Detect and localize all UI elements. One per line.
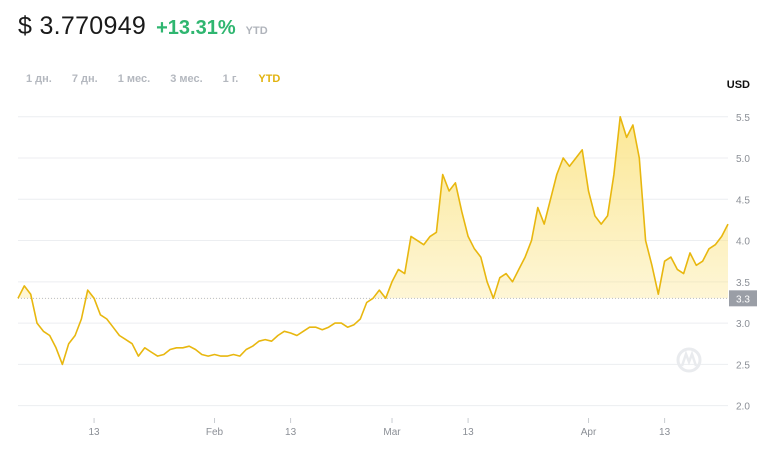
x-axis-ticks: 13 Feb 13 Mar 13 Apr 13: [89, 418, 671, 438]
price-change: +13.31%: [156, 17, 236, 39]
x-tick-label: Feb: [206, 427, 224, 438]
range-1y[interactable]: 1 г.: [222, 73, 239, 85]
price-header: $ 3.770949 +13.31% YTD: [18, 12, 268, 41]
range-1d[interactable]: 1 дн.: [26, 73, 52, 85]
y-tick-label: 5.0: [736, 154, 750, 165]
price-series-line: [17, 116, 729, 366]
y-tick-label: 2.0: [736, 402, 750, 413]
range-3m[interactable]: 3 мес.: [170, 73, 203, 85]
range-ytd[interactable]: YTD: [258, 73, 281, 85]
x-tick-label: 13: [463, 427, 475, 438]
x-tick-label: 13: [285, 427, 297, 438]
y-tick-label: 2.5: [736, 360, 750, 371]
x-tick-label: Apr: [581, 427, 597, 438]
price-line: [17, 116, 729, 366]
x-tick-label: 13: [659, 427, 671, 438]
change-period: YTD: [245, 25, 268, 37]
reference-badge-box: [729, 290, 757, 307]
y-tick-label: 4.0: [736, 237, 750, 248]
y-tick-label: 5.5: [736, 113, 750, 124]
x-tick-label: 13: [89, 427, 101, 438]
reference-badge-label: 3.3: [736, 294, 750, 305]
y-axis-ticks: 2.0 2.5 3.0 3.5 4.0 4.5 5.0 5.5: [736, 113, 750, 413]
y-axis-unit: USD: [726, 79, 750, 91]
range-1m[interactable]: 1 мес.: [117, 73, 151, 85]
reference-badge: 3.3: [729, 290, 757, 307]
x-tick-label: Mar: [383, 427, 401, 438]
y-tick-label: 3.5: [736, 278, 750, 289]
y-tick-label: 3.0: [736, 319, 750, 330]
y-tick-label: 4.5: [736, 195, 750, 206]
range-7d[interactable]: 7 дн.: [71, 73, 98, 85]
time-range-selector: 1 дн. 7 дн. 1 мес. 3 мес. 1 г. YTD: [26, 73, 300, 85]
area-fill-path: [18, 116, 728, 299]
area-fill: [18, 116, 728, 299]
logo-watermark-icon: [676, 347, 702, 373]
current-price: $ 3.770949: [18, 12, 147, 40]
